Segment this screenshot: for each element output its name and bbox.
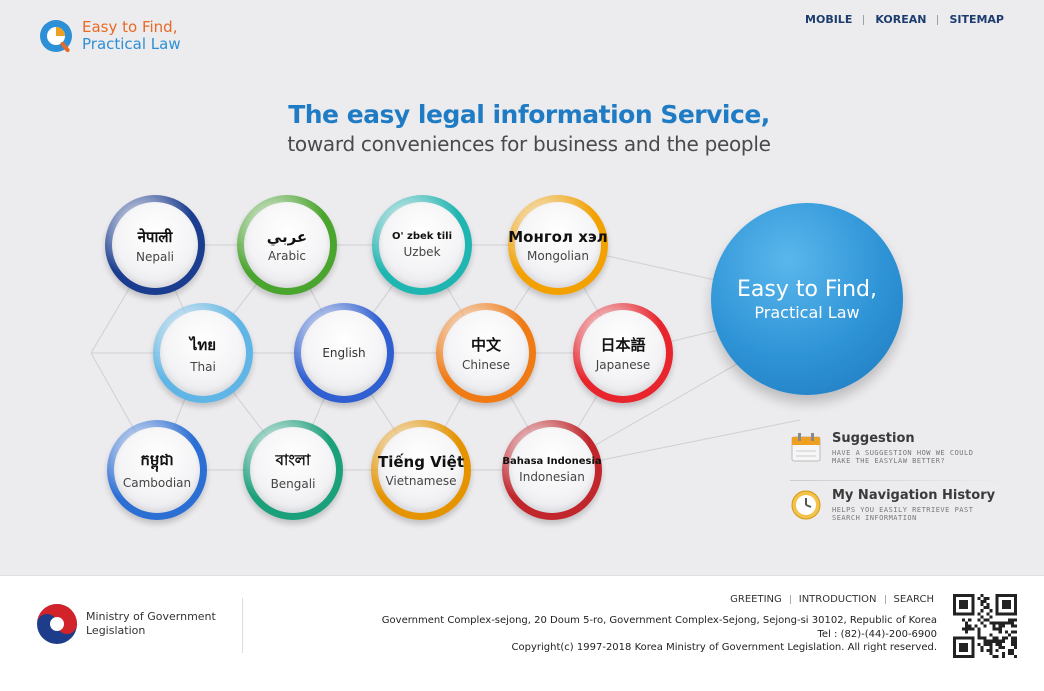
logo-text-line2: Practical Law [82,35,181,53]
top-nav: MOBILE KOREAN SITEMAP [805,13,1004,26]
language-native-label: عربي [266,227,308,246]
nav-korean[interactable]: KOREAN [875,13,927,26]
footer-nav: GREETING INTRODUCTION SEARCH [730,594,934,605]
language-native-label: नेपाली [137,227,173,246]
language-english-label: Mongolian [527,248,589,263]
footer-nav-divider [789,595,791,604]
language-english-label: Japanese [595,358,651,372]
navigation-history-desc-line2: SEARCH INFORMATION [832,514,917,522]
headline-subtitle: toward conveniences for business and the… [287,132,771,156]
language-mongolian-button[interactable]: Монгол хэл Mongolian [508,195,608,295]
big-circle-line1: Easy to Find, [736,276,877,302]
language-native-label: O' zbek tili [392,231,452,242]
footer-divider [242,598,243,653]
language-indonesian-button[interactable]: Bahasa Indonesia Indonesian [502,420,602,520]
language-native-label: 中文 [470,336,501,354]
ministry-logo[interactable]: Ministry of Government Legislation [36,603,216,645]
language-english-label: Nepali [136,249,174,264]
taegeuk-emblem-icon [37,604,77,644]
footer: Ministry of Government Legislation GREET… [0,575,1044,691]
calendar-icon [790,431,824,465]
language-japanese-button[interactable]: 日本語 Japanese [573,303,673,403]
big-circle-line2: Practical Law [754,302,860,322]
language-circle-face [378,427,464,513]
language-circle-face [509,427,595,513]
language-circle-face [515,202,601,288]
suggestion-desc-line2: MAKE THE EASYLAW BETTER? [832,457,946,465]
language-circle-face [443,310,529,396]
footer-nav-search[interactable]: SEARCH [893,594,934,605]
language-circle-face [580,310,666,396]
nav-sitemap[interactable]: SITEMAP [949,13,1004,26]
language-native-label: Tiếng Việt [377,452,464,471]
footer-nav-greeting[interactable]: GREETING [730,594,782,605]
language-english-label: Vietnamese [385,473,457,488]
footer-nav-divider [884,595,886,604]
language-english-label: Indonesian [519,470,585,484]
clock-icon [790,488,824,522]
language-english-label: English [322,346,366,360]
qr-code-icon[interactable] [953,594,1017,658]
language-english-label: Uzbek [403,245,441,259]
language-native-label: កម្ពុជា [140,450,174,469]
language-circle-face [379,202,465,288]
suggestion-link[interactable]: Suggestion HAVE A SUGGESTION HOW WE COUL… [790,431,1010,465]
language-thai-button[interactable]: ไทย Thai [153,303,253,403]
language-english-label: Cambodian [122,475,192,490]
language-english-button[interactable]: English [294,303,394,403]
language-bengali-button[interactable]: বাংলা Bengali [243,420,343,520]
language-chinese-button[interactable]: 中文 Chinese [436,303,536,403]
language-circle-face [301,310,387,396]
site-logo[interactable]: Easy to Find, Practical Law [38,14,198,58]
language-circle-face [244,202,330,288]
nav-divider [863,14,865,25]
navigation-history-title: My Navigation History [832,488,996,503]
headline-title: The easy legal information Service, [288,100,770,129]
nav-mobile[interactable]: MOBILE [805,13,853,26]
easy-to-find-circle[interactable]: Easy to Find, Practical Law [711,203,903,395]
navigation-history-desc-line1: HELPS YOU EASILY RETRIEVE PAST [832,506,974,514]
language-native-label: 日本語 [600,336,646,354]
suggestion-desc-line1: HAVE A SUGGESTION HOW WE COULD [832,449,974,457]
footer-tel: Tel : (82)-(44)-200-6900 [817,628,937,640]
side-divider [790,480,1010,481]
logo-text-line1: Easy to Find, [82,18,178,36]
language-vietnamese-button[interactable]: Tiếng Việt Vietnamese [371,420,471,520]
logo-magnifier-icon [38,16,78,56]
language-native-label: বাংলা [275,451,311,469]
ministry-name-line1: Ministry of Government [86,610,216,623]
language-cambodian-button[interactable]: កម្ពុជា Cambodian [107,420,207,520]
language-uzbek-button[interactable]: O' zbek tili Uzbek [372,195,472,295]
ministry-name-line2: Legislation [86,624,146,637]
footer-address: Government Complex-sejong, 20 Doum 5-ro,… [381,615,937,626]
suggestion-title: Suggestion [832,431,915,446]
language-native-label: ไทย [189,335,217,354]
language-native-label: Монгол хэл [508,227,608,246]
headline: The easy legal information Service, towa… [0,100,1044,156]
nav-divider [937,14,939,25]
language-english-label: Bengali [270,477,316,491]
language-circle-face [112,202,198,288]
language-english-label: Arabic [267,248,307,263]
language-nepali-button[interactable]: नेपाली Nepali [105,195,205,295]
language-circle-face [160,310,246,396]
footer-nav-introduction[interactable]: INTRODUCTION [798,594,877,605]
footer-copyright: Copyright(c) 1997-2018 Korea Ministry of… [511,642,937,653]
language-circle-face [250,427,336,513]
language-english-label: Chinese [462,358,510,372]
footer-info: Government Complex-sejong, 20 Doum 5-ro,… [382,614,937,655]
navigation-history-link[interactable]: My Navigation History HELPS YOU EASILY R… [790,488,1010,522]
language-english-label: Thai [190,359,216,374]
language-arabic-button[interactable]: عربي Arabic [237,195,337,295]
language-circle-face [114,427,200,513]
language-native-label: Bahasa Indonesia [502,456,602,467]
